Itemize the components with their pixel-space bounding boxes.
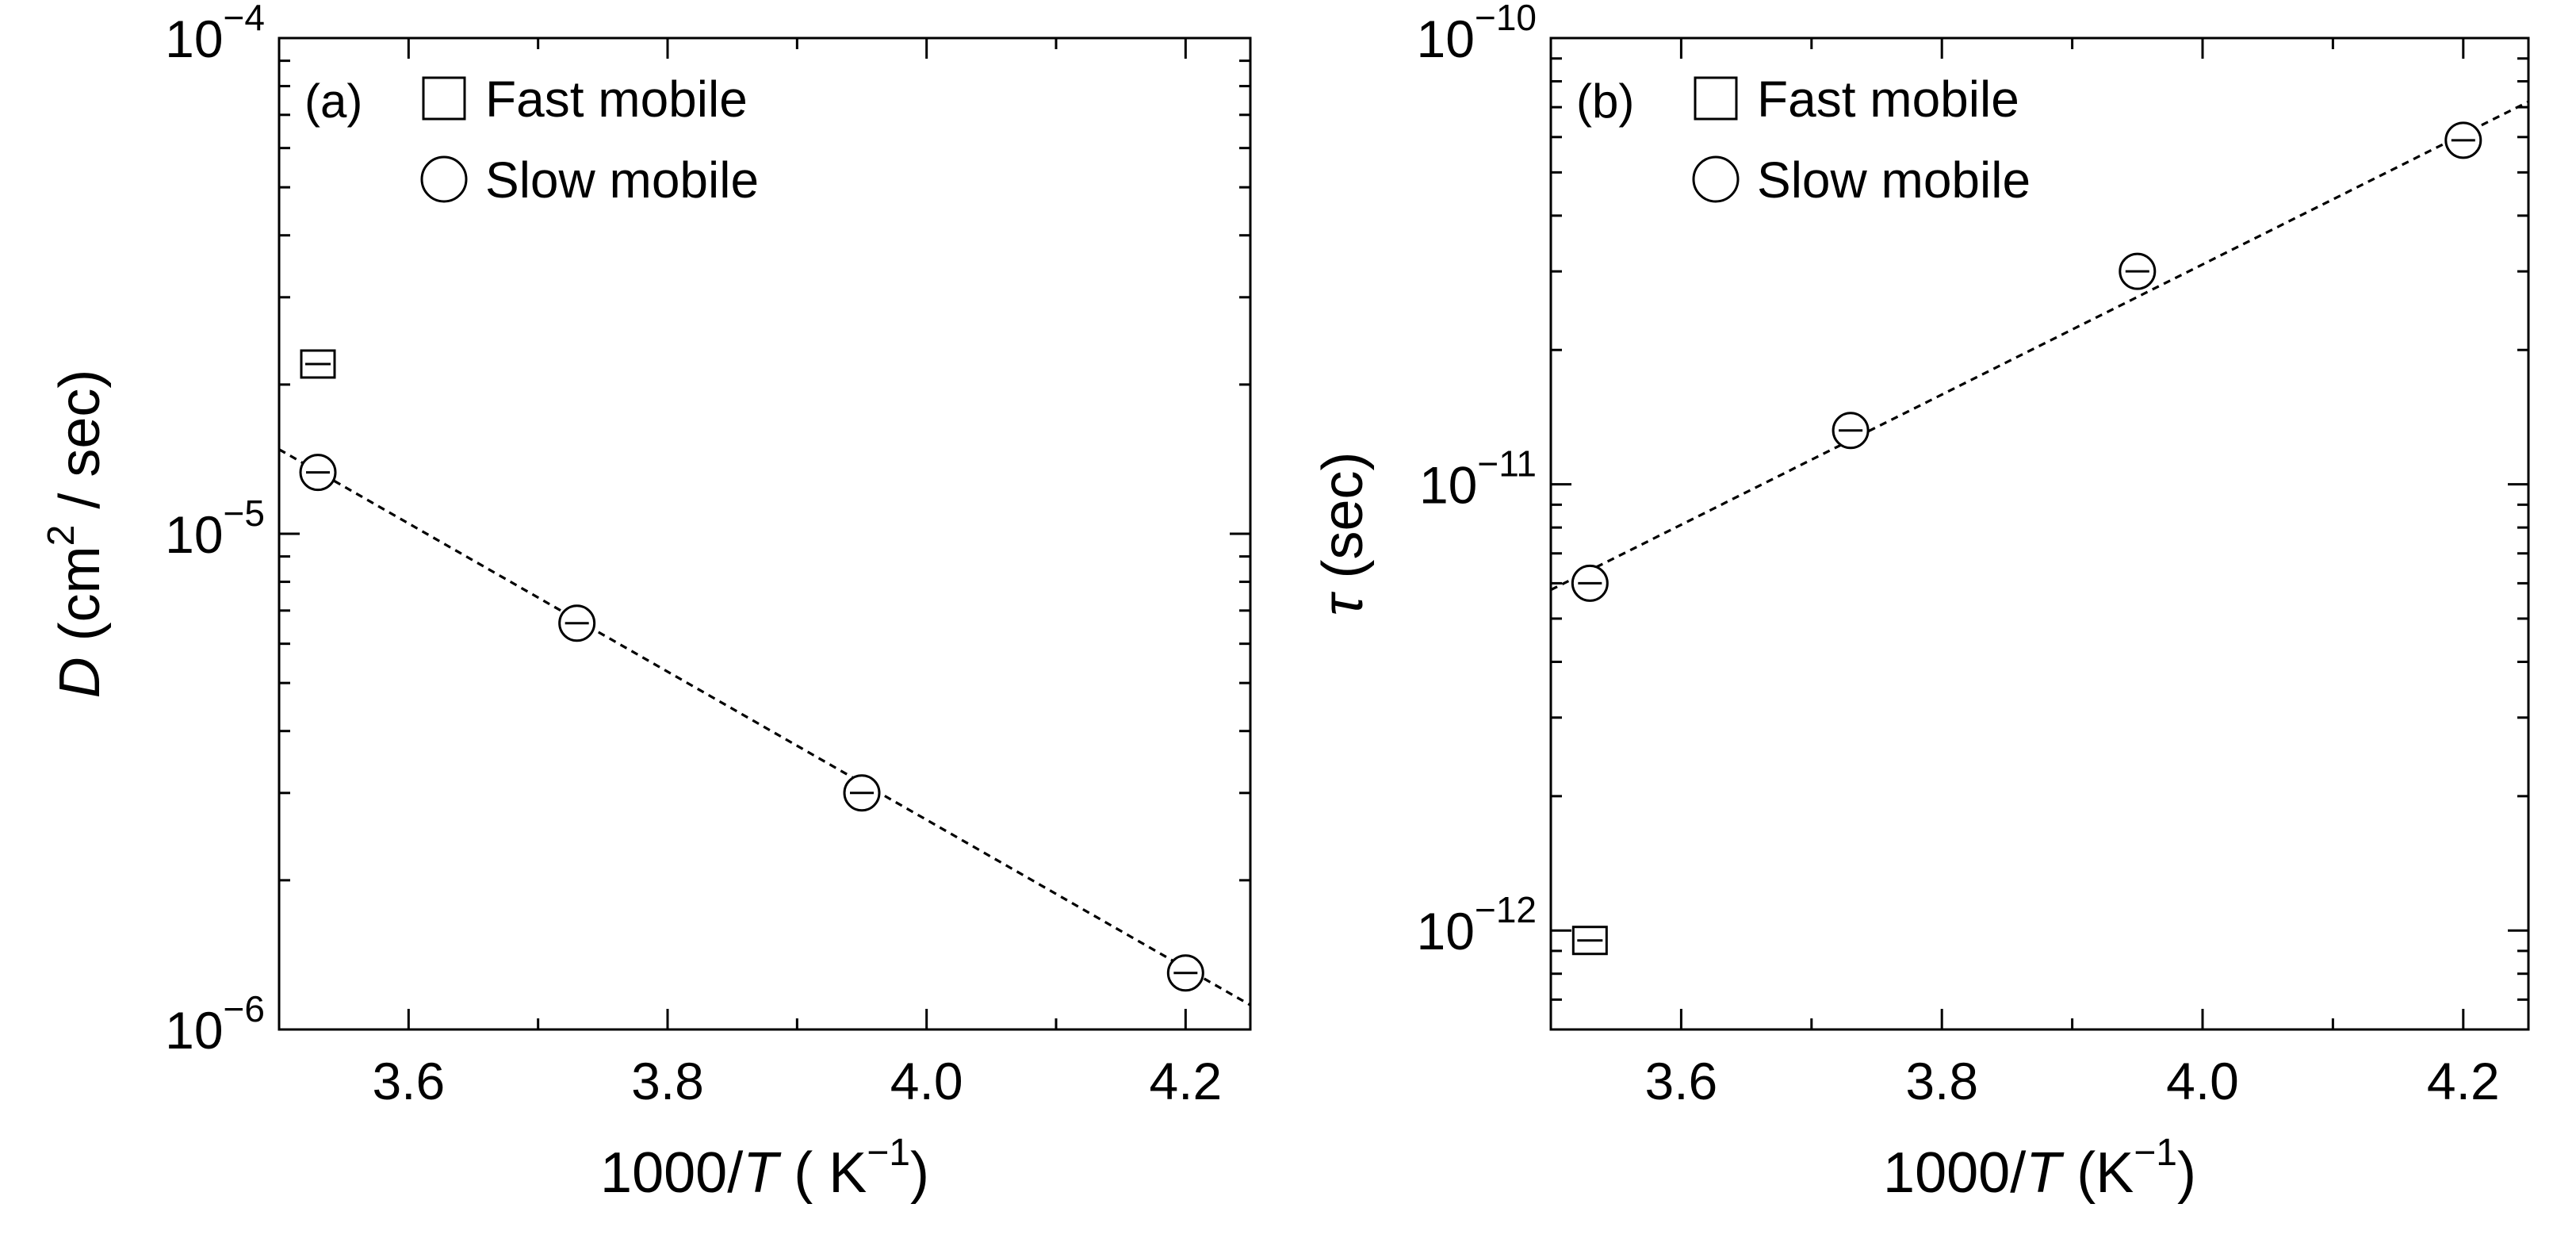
fit-line	[1550, 100, 2529, 592]
x-tick-label: 4.0	[890, 1052, 963, 1110]
y-tick-label: 10−6	[165, 988, 265, 1060]
legend-label: Fast mobile	[1757, 71, 2019, 128]
legend-circle-marker	[420, 155, 468, 203]
y-axis-label: D (cm2 / sec)	[40, 370, 112, 699]
y-tick-label: 10−10	[1417, 0, 1537, 68]
chart-panel-b: 3.6 3.8 4.0 4.2 10−12 10−11 10−10 1000/T (K−1) τ…	[1311, 0, 2530, 1205]
legend-label: Fast mobile	[485, 71, 748, 128]
chart-panel-a: 3.6 3.8 4.0 4.2 10−6 10−5 10−4 1000/T ( K−1) D (…	[40, 0, 1252, 1205]
legend-square-marker	[1694, 76, 1738, 121]
legend-circle-marker	[1692, 155, 1740, 203]
x-axis-label: 1000/T (K−1)	[1883, 1132, 2196, 1205]
x-axis-label: 1000/T ( K−1)	[600, 1132, 929, 1205]
x-tick-label: 3.8	[1905, 1052, 1978, 1110]
legend-label: Slow mobile	[1757, 151, 2031, 209]
panel-label: (b)	[1576, 75, 1634, 128]
y-tick-label: 10−11	[1419, 443, 1537, 515]
x-tick-label: 3.6	[372, 1052, 445, 1110]
x-tick-label: 3.8	[631, 1052, 704, 1110]
panel-label: (a)	[304, 75, 362, 128]
x-tick-label: 4.2	[1149, 1052, 1222, 1110]
legend-label: Slow mobile	[485, 151, 759, 209]
x-tick-label: 4.2	[2427, 1052, 2500, 1110]
fit-line	[278, 448, 1251, 1006]
y-tick-label: 10−5	[165, 493, 265, 564]
x-tick-label: 3.6	[1645, 1052, 1718, 1110]
y-axis-label: τ (sec)	[1311, 452, 1375, 616]
y-tick-label: 10−12	[1417, 889, 1537, 960]
x-tick-label: 4.0	[2166, 1052, 2239, 1110]
legend-square-marker	[422, 76, 466, 121]
plot-frame	[1549, 36, 2530, 1031]
y-tick-label: 10−4	[165, 0, 265, 68]
